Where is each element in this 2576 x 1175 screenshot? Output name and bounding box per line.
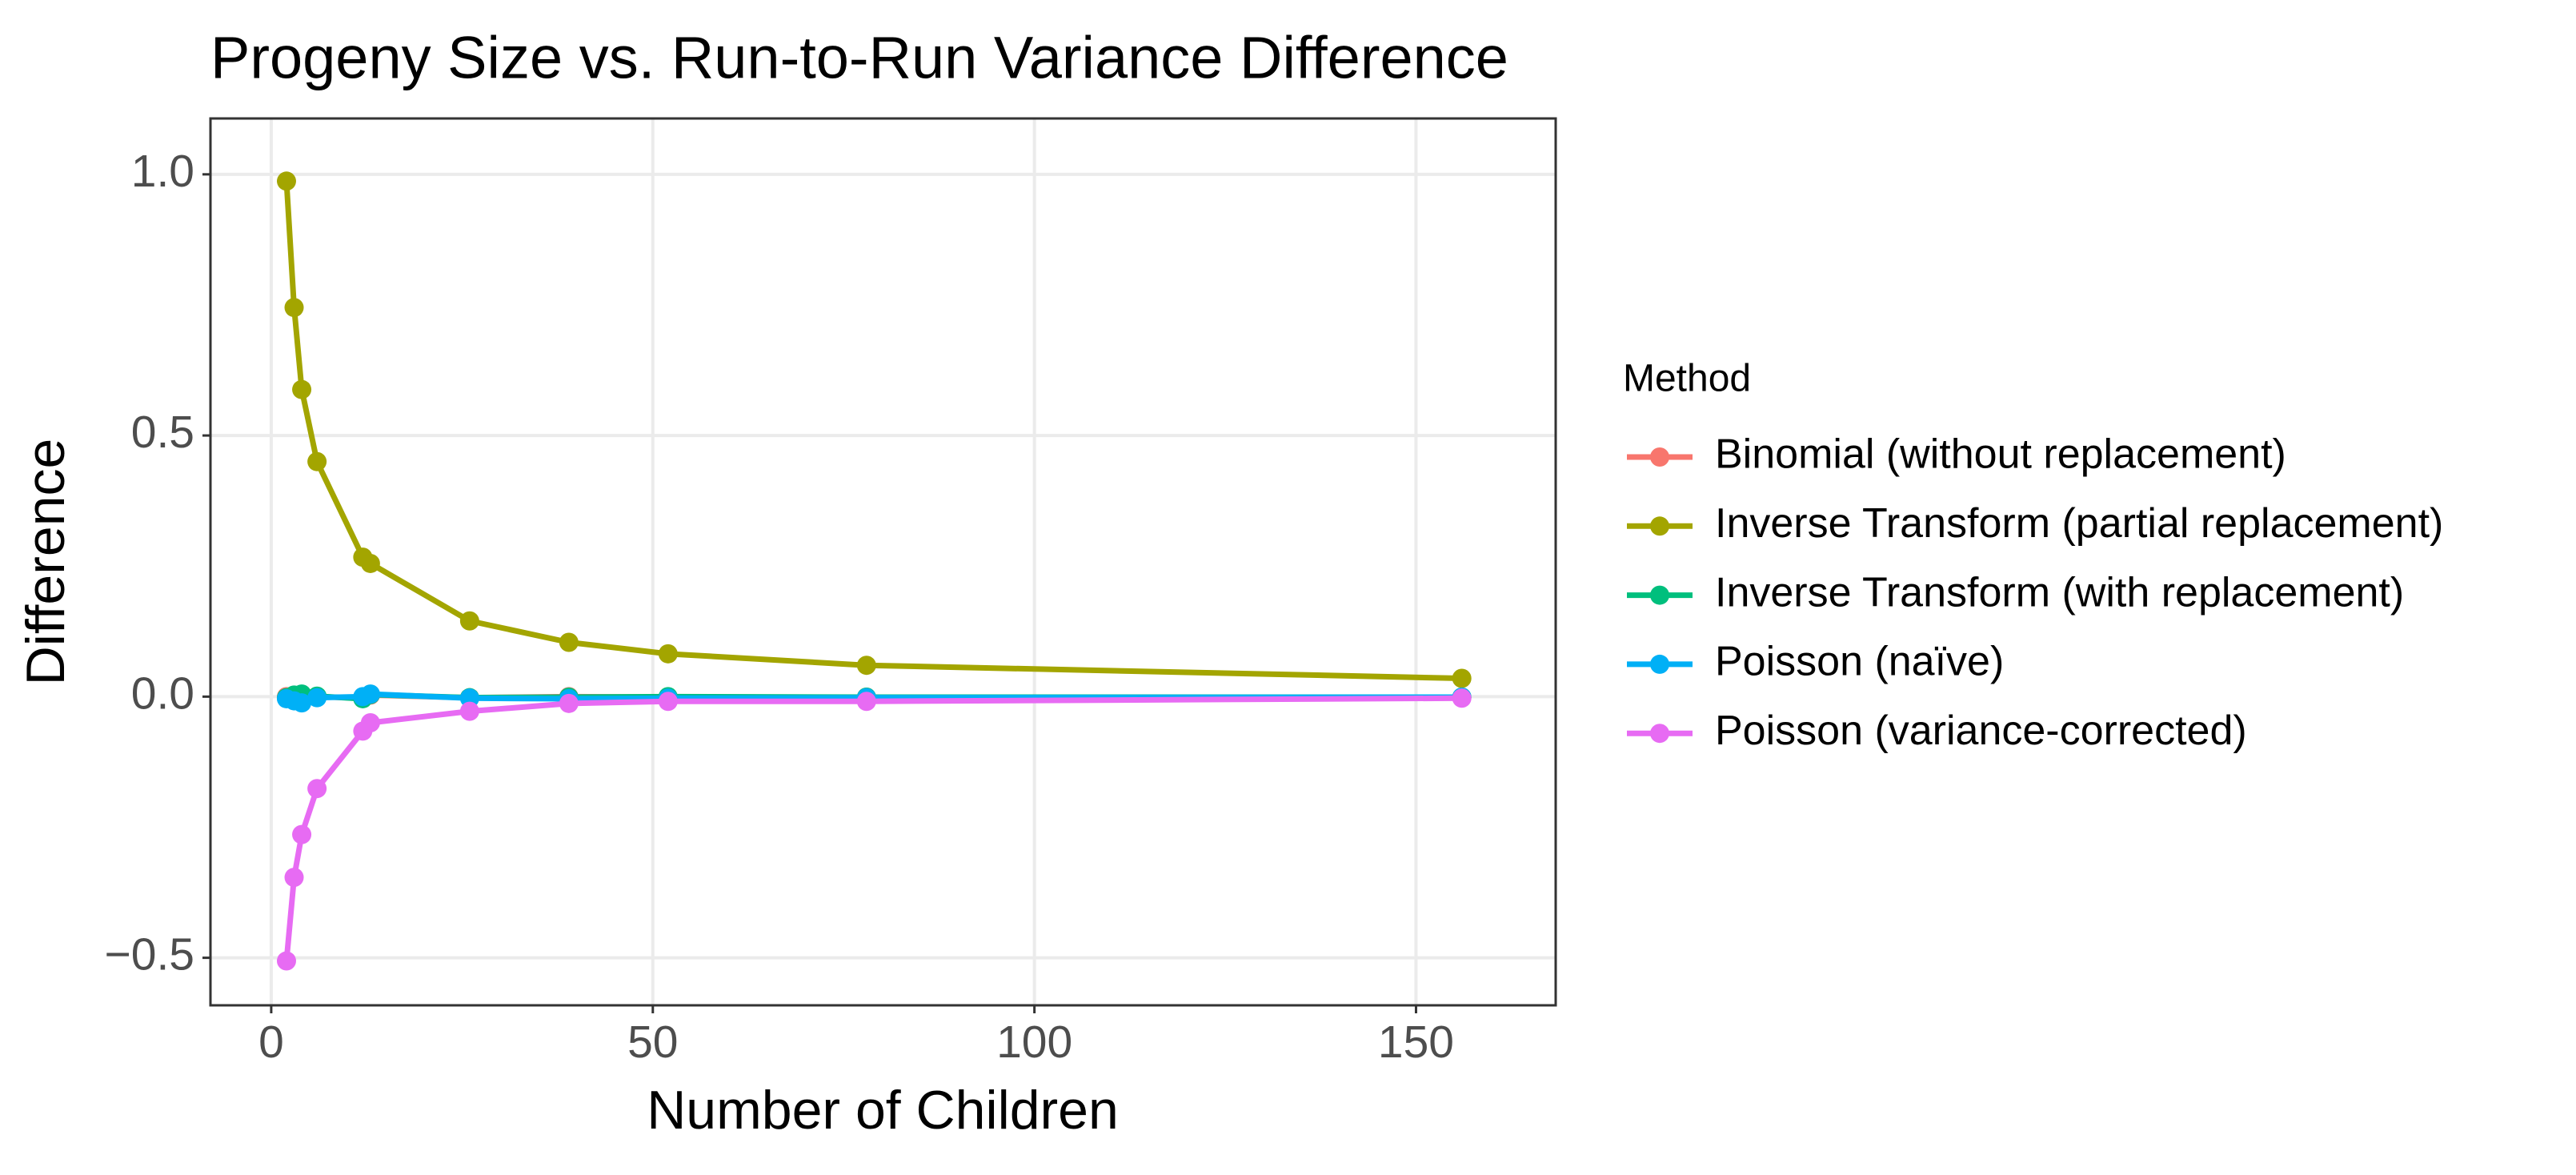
data-point: [284, 868, 304, 888]
data-point: [276, 171, 296, 191]
panel-border: [209, 117, 1557, 1007]
x-tick-label: 0: [258, 1017, 284, 1068]
data-point: [284, 298, 304, 318]
legend-key-point: [1650, 654, 1669, 674]
legend-title: Method: [1623, 358, 1751, 400]
data-point: [276, 951, 296, 971]
data-point: [856, 656, 876, 676]
data-point: [1452, 688, 1472, 708]
x-tick-label: 100: [996, 1017, 1072, 1068]
y-tick-label: 1.0: [131, 146, 194, 197]
data-point: [856, 692, 876, 712]
data-point: [658, 692, 678, 712]
legend-label: Poisson (variance-corrected): [1715, 708, 2247, 754]
data-point: [360, 553, 380, 573]
legend-label: Inverse Transform (partial replacement): [1715, 500, 2443, 547]
legend-label: Inverse Transform (with replacement): [1715, 569, 2404, 616]
legend-key-point: [1650, 724, 1669, 744]
data-point: [459, 701, 479, 721]
data-point: [307, 688, 327, 708]
data-point: [360, 684, 380, 704]
data-point: [559, 693, 579, 713]
y-axis-title: Difference: [15, 439, 76, 686]
y-tick-label: 0.5: [131, 407, 194, 458]
data-point: [459, 611, 479, 631]
y-tick-label: −0.5: [104, 929, 194, 981]
series: [276, 688, 1472, 971]
y-tick-label: 0.0: [131, 668, 194, 719]
chart-title: Progeny Size vs. Run-to-Run Variance Dif…: [210, 25, 1508, 91]
x-axis-title: Number of Children: [647, 1080, 1119, 1141]
data-point: [1452, 668, 1472, 688]
legend-label: Binomial (without replacement): [1715, 431, 2286, 478]
series: [276, 171, 1472, 688]
legend-key-point: [1650, 447, 1669, 467]
data-point: [292, 693, 312, 713]
data-point: [307, 779, 327, 799]
data-point: [559, 632, 579, 652]
data-point: [360, 712, 380, 732]
x-tick-label: 50: [627, 1017, 678, 1068]
legend-key-point: [1650, 585, 1669, 605]
legend-label: Poisson (naïve): [1715, 639, 2004, 685]
legend-key-point: [1650, 516, 1669, 536]
data-point: [307, 451, 327, 471]
data-point: [292, 379, 312, 399]
data-point: [658, 644, 678, 664]
x-tick-label: 150: [1378, 1017, 1454, 1068]
data-point: [292, 824, 312, 844]
